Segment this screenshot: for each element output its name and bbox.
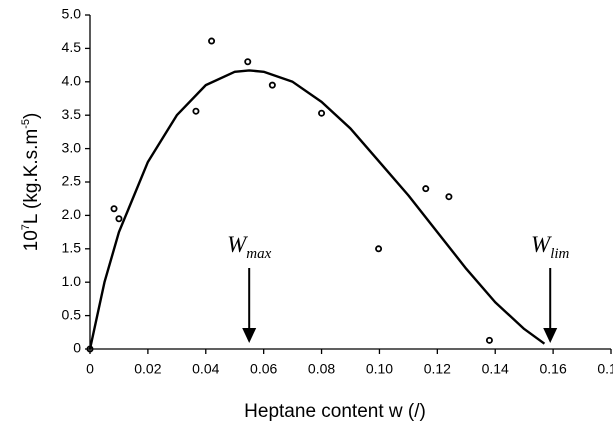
x-axis-label: Heptane content w (/) [244, 401, 426, 422]
x-tick-label: 0.14 [482, 361, 509, 377]
y-tick-label: 2.5 [62, 173, 82, 189]
y-tick-label: 4.0 [62, 73, 82, 89]
annotation-arrowhead [543, 328, 558, 343]
y-tick-label: 0.5 [62, 306, 82, 322]
y-axis-label-part: 7 [20, 224, 32, 230]
data-point [208, 37, 216, 45]
fit-curve [88, 69, 546, 350]
y-tick-label: 3.0 [62, 139, 82, 155]
x-tick-label: 0.10 [366, 361, 393, 377]
y-tick-label: 5.0 [62, 6, 82, 22]
annotation-text: W [531, 232, 552, 257]
data-point [318, 109, 326, 117]
data-point [268, 81, 276, 89]
data-point [192, 107, 200, 115]
y-axis-label-part: ) [21, 113, 42, 119]
x-tick-label: 0.06 [250, 361, 277, 377]
data-point [422, 185, 430, 193]
x-tick-label: 0.16 [539, 361, 566, 377]
x-tick-label: 0.02 [134, 361, 161, 377]
data-point [115, 215, 123, 223]
x-tick-label: 0.08 [308, 361, 335, 377]
y-axis-label: 107L (kg.K.s.m-5) [20, 113, 42, 252]
data-point [445, 193, 453, 201]
y-tick-label: 4.5 [62, 39, 82, 55]
y-tick-label: 1.0 [62, 273, 82, 289]
x-tick-label: 0 [86, 361, 94, 377]
y-axis-label-part: 10 [21, 230, 42, 251]
y-tick-label: 2.0 [62, 206, 82, 222]
x-tick-label: 0.12 [424, 361, 451, 377]
x-tick-label: 0.18 [597, 361, 613, 377]
y-axis-label-part: -5 [20, 119, 32, 129]
annotation: Wmax [227, 232, 272, 262]
y-axis-label-part: L (kg.K.s.m [21, 129, 42, 224]
annotation-subscript: lim [550, 246, 569, 262]
data-point [110, 205, 118, 213]
x-tick-label: 0.04 [192, 361, 219, 377]
annotation: Wlim [531, 232, 570, 262]
data-point [485, 336, 493, 344]
annotation-arrowhead [242, 328, 257, 343]
annotation-subscript: max [246, 246, 271, 262]
y-tick-label: 3.5 [62, 106, 82, 122]
annotation-text: W [227, 232, 248, 257]
data-point [244, 58, 252, 66]
data-point [375, 245, 383, 253]
y-tick-label: 0 [73, 340, 81, 356]
y-tick-label: 1.5 [62, 240, 82, 256]
